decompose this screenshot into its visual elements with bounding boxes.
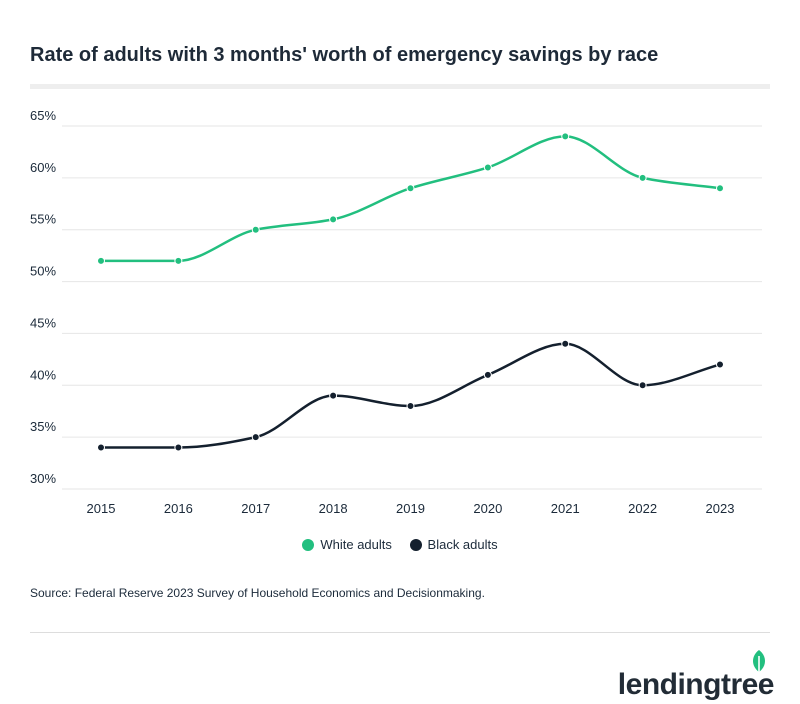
y-tick-label: 45% [30, 315, 56, 330]
data-point-black-adults[interactable] [406, 402, 415, 411]
y-tick-label: 60% [30, 160, 56, 175]
x-tick-label: 2017 [241, 501, 270, 516]
gridlines [62, 125, 762, 490]
lendingtree-logo: lendingtree [618, 648, 775, 700]
chart-title: Rate of adults with 3 months' worth of e… [30, 44, 659, 66]
source-note: Source: Federal Reserve 2023 Survey of H… [30, 586, 485, 600]
legend: White adults Black adults [0, 537, 800, 554]
legend-marker-black-adults [409, 538, 422, 551]
legend-item-black-adults[interactable]: Black adults [409, 537, 498, 552]
y-tick-label: 50% [30, 264, 56, 279]
logo-wordmark: lendingtree [617, 668, 775, 701]
legend-label-black-adults: Black adults [427, 537, 498, 552]
x-tick-label: 2016 [164, 501, 193, 516]
data-point-black-adults[interactable] [174, 443, 183, 452]
data-point-white-adults[interactable] [716, 184, 724, 193]
footer-divider [30, 632, 770, 633]
data-point-black-adults[interactable] [716, 360, 724, 369]
data-point-white-adults[interactable] [638, 173, 647, 182]
data-point-black-adults[interactable] [638, 381, 647, 390]
data-point-white-adults[interactable] [329, 215, 338, 224]
y-tick-label: 30% [30, 471, 56, 486]
x-tick-label: 2020 [473, 501, 502, 516]
x-tick-label: 2015 [87, 501, 116, 516]
data-point-black-adults[interactable] [97, 443, 105, 452]
line-chart: 30%35%40%45%50%55%60%65% 2015 2016 2017 201… [30, 108, 762, 516]
legend-item-white-adults[interactable]: White adults [302, 537, 392, 552]
data-point-black-adults[interactable] [483, 370, 492, 379]
y-tick-label: 55% [30, 212, 56, 227]
data-point-white-adults[interactable] [174, 256, 183, 265]
data-point-white-adults[interactable] [406, 184, 415, 193]
legend-label-white-adults: White adults [320, 537, 392, 552]
series-lines [97, 132, 724, 452]
y-tick-label: 65% [30, 108, 56, 123]
x-tick-label: 2023 [706, 501, 735, 516]
data-point-white-adults[interactable] [483, 163, 492, 172]
x-tick-label: 2018 [319, 501, 348, 516]
data-point-black-adults[interactable] [329, 391, 338, 400]
y-tick-label: 35% [30, 419, 56, 434]
data-point-white-adults[interactable] [97, 256, 105, 265]
legend-marker-white-adults [302, 538, 315, 551]
x-tick-label: 2019 [396, 501, 425, 516]
data-point-black-adults[interactable] [251, 433, 260, 442]
data-point-white-adults[interactable] [251, 225, 260, 234]
title-divider [30, 84, 770, 89]
y-axis-ticks: 30% 35% 40% 45% 50% 55% 60% 65% [30, 108, 56, 486]
x-tick-label: 2022 [628, 501, 657, 516]
series-line-white-adults [100, 135, 721, 263]
data-point-white-adults[interactable] [561, 132, 570, 141]
series-line-black-adults [101, 342, 721, 449]
x-axis-ticks: 2015 2016 2017 2018 2019 2020 2021 2022 2023 [87, 501, 735, 516]
x-tick-label: 2021 [551, 501, 580, 516]
y-tick-label: 40% [30, 367, 56, 382]
leaf-icon [753, 650, 765, 675]
data-point-black-adults[interactable] [561, 339, 570, 348]
